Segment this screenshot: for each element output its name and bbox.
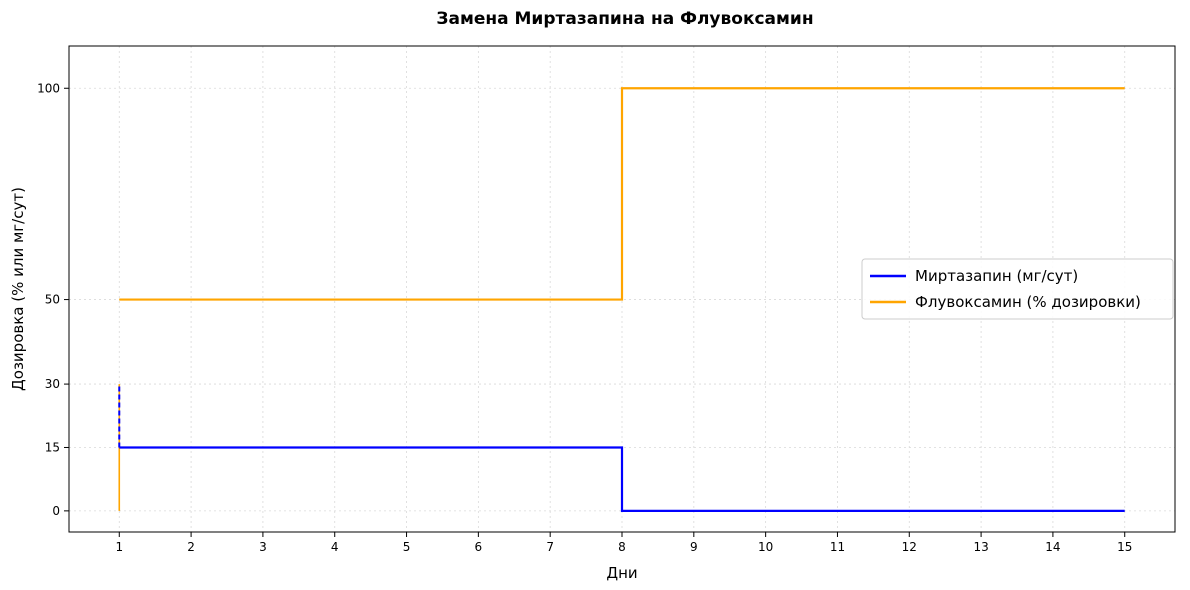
y-axis-label: Дозировка (% или мг/сут) [9,187,27,391]
legend-box [861,258,1174,320]
series-group [118,87,1125,512]
x-axis-label: Дни [606,564,637,582]
series-line-1 [119,446,1125,512]
series-line-2 [119,87,1125,301]
x-tick-label: 2 [187,540,195,554]
plot-frame [68,45,1176,533]
x-tick-label: 9 [690,540,698,554]
y-tick-label: 15 [45,440,60,454]
legend: Миртазапин (мг/сут) Флувоксамин (% дозиро… [861,258,1174,320]
x-tick-label: 3 [259,540,267,554]
x-ticks: 1 2 3 4 5 6 7 8 9 10 11 12 13 14 15 [115,532,1132,554]
x-tick-label: 15 [1117,540,1132,554]
x-tick-label: 8 [618,540,626,554]
x-tick-label: 1 [115,540,123,554]
y-tick-label: 50 [45,293,60,307]
x-tick-label: 4 [331,540,339,554]
legend-label: Миртазапин (мг/сут) [915,267,1078,285]
x-tick-label: 5 [403,540,411,554]
x-tick-label: 10 [758,540,773,554]
y-tick-label: 100 [37,81,60,95]
x-tick-label: 6 [475,540,483,554]
y-tick-label: 0 [52,504,60,518]
x-tick-label: 7 [546,540,554,554]
y-ticks: 0 15 30 50 100 [37,81,69,518]
chart-title: Замена Миртазапина на Флувоксамин [436,9,813,29]
x-tick-label: 11 [830,540,845,554]
x-tick-label: 13 [973,540,988,554]
y-tick-label: 30 [45,377,60,391]
x-tick-label: 14 [1045,540,1060,554]
x-tick-label: 12 [902,540,917,554]
legend-label: Флувоксамин (% дозировки) [915,293,1141,311]
